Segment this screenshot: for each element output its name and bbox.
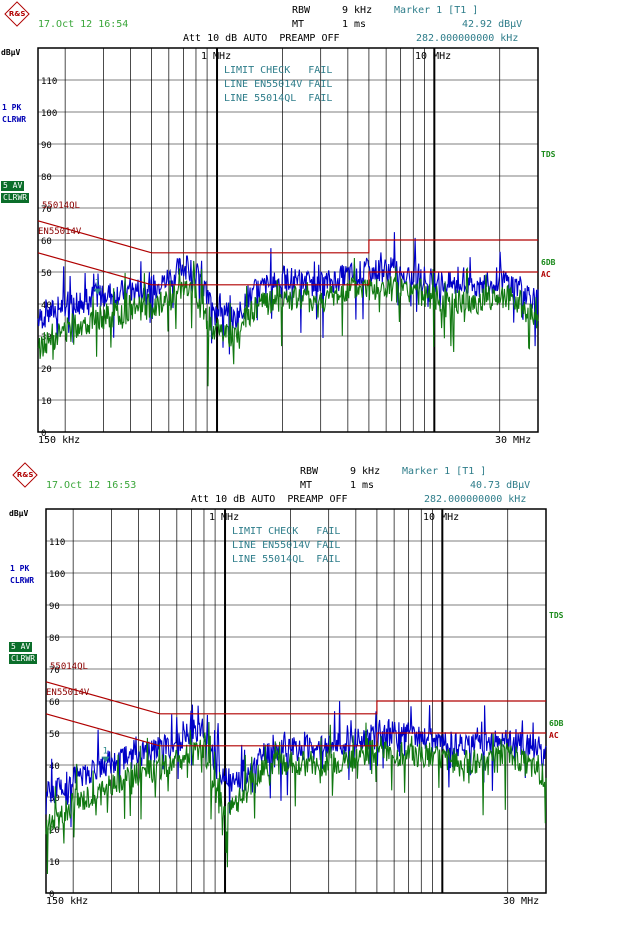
marker-frequency: 282.000000000 kHz <box>416 33 519 44</box>
y-tick-label: 80 <box>41 173 52 183</box>
trace1-mode: CLRWR <box>2 115 27 124</box>
av-limit-line-label: EN55014V <box>46 688 90 698</box>
y-tick-label: 90 <box>49 602 60 612</box>
trace-av <box>37 257 539 387</box>
limit-line-qp <box>45 681 546 715</box>
mt-label: MT <box>292 19 305 30</box>
trace2-mode[interactable]: CLRWR <box>1 193 30 203</box>
rbw-label: RBW <box>292 5 311 16</box>
tick-1mhz: 1 MHz <box>209 512 240 523</box>
y-tick-label: 30 <box>41 333 52 343</box>
trace2-mode[interactable]: CLRWR <box>9 654 38 664</box>
limit-line-av <box>45 713 546 747</box>
6db-label: 6DB <box>549 719 564 728</box>
trace2-label[interactable]: 5 AV <box>1 181 25 191</box>
y-tick-label: 0 <box>41 429 46 439</box>
y-tick-label: 90 <box>41 141 52 151</box>
ac-label: AC <box>541 270 551 279</box>
y-tick-label: 20 <box>49 826 60 836</box>
marker-title: Marker 1 [T1 ] <box>402 466 487 477</box>
limit-line2-status: LINE 55014QL FAIL <box>232 554 341 565</box>
marker-1 <box>93 288 102 295</box>
qp-limit-line-label: 55014QL <box>42 201 80 211</box>
y-tick-label: 40 <box>49 762 60 772</box>
unit-label: dBµV <box>1 48 21 57</box>
tick-10mhz: 10 MHz <box>415 51 452 62</box>
limit-line1-status: LINE EN55014V FAIL <box>224 79 333 90</box>
marker-1-label: 1 <box>103 747 108 757</box>
trace1-label: 1 PK <box>10 564 30 573</box>
freq-stop: 30 MHz <box>503 896 540 907</box>
rohde-schwarz-logo-icon: R&S <box>12 462 38 488</box>
y-tick-label: 110 <box>49 538 65 548</box>
y-tick-label: 60 <box>49 698 60 708</box>
y-tick-label: 80 <box>49 634 60 644</box>
analyzer-panel: R&S 17.Oct 12 16:54 RBW 9 kHz MT 1 ms At… <box>1 1 556 446</box>
y-tick-label: 0 <box>49 890 54 900</box>
rohde-schwarz-logo-icon: R&S <box>4 1 30 27</box>
marker-level: 40.73 dBµV <box>470 480 531 491</box>
mt-value: 1 ms <box>350 480 375 491</box>
attenuation-setting: Att 10 dB AUTO PREAMP OFF <box>191 494 348 505</box>
timestamp: 17.Oct 12 16:54 <box>38 19 129 30</box>
y-tick-label: 70 <box>41 205 52 215</box>
tds-label: TDS <box>549 611 564 620</box>
timestamp: 17.Oct 12 16:53 <box>46 480 137 491</box>
marker-level: 42.92 dBµV <box>462 19 523 30</box>
y-tick-label: 50 <box>49 730 60 740</box>
limit-check-status: LIMIT CHECK FAIL <box>224 65 333 76</box>
av-limit-line-label: EN55014V <box>38 227 82 237</box>
y-tick-label: 10 <box>49 858 60 868</box>
unit-label: dBµV <box>9 509 29 518</box>
qp-limit-line-label: 55014QL <box>50 662 88 672</box>
y-tick-label: 10 <box>41 397 52 407</box>
y-tick-label: 50 <box>41 269 52 279</box>
marker-title: Marker 1 [T1 ] <box>394 5 479 16</box>
limit-line2-status: LINE 55014QL FAIL <box>224 93 333 104</box>
mt-value: 1 ms <box>342 19 367 30</box>
rbw-label: RBW <box>300 466 319 477</box>
freq-start: 150 kHz <box>46 896 89 907</box>
mt-label: MT <box>300 480 313 491</box>
freq-start: 150 kHz <box>38 435 81 446</box>
y-tick-label: 110 <box>41 77 57 87</box>
trace-pk <box>45 701 547 828</box>
trace2-label[interactable]: 5 AV <box>9 642 33 652</box>
freq-stop: 30 MHz <box>495 435 532 446</box>
limit-line-qp <box>37 220 538 254</box>
rbw-value: 9 kHz <box>342 5 373 16</box>
limit-check-status: LIMIT CHECK FAIL <box>232 526 341 537</box>
tds-label: TDS <box>541 150 556 159</box>
y-tick-label: 20 <box>41 365 52 375</box>
marker-1 <box>101 756 110 763</box>
analyzer-panel: R&S 17.Oct 12 16:53 RBW 9 kHz MT 1 ms At… <box>8 461 635 930</box>
6db-label: 6DB <box>541 258 556 267</box>
rbw-value: 9 kHz <box>350 466 381 477</box>
attenuation-setting: Att 10 dB AUTO PREAMP OFF <box>183 33 340 44</box>
y-tick-label: 100 <box>49 570 65 580</box>
tick-1mhz: 1 MHz <box>201 51 232 62</box>
marker-1-label: 1 <box>95 279 100 289</box>
marker-frequency: 282.000000000 kHz <box>424 494 527 505</box>
ac-label: AC <box>549 731 559 740</box>
y-tick-label: 70 <box>49 666 60 676</box>
trace-av <box>45 721 547 875</box>
y-tick-label: 60 <box>41 237 52 247</box>
y-tick-label: 100 <box>41 109 57 119</box>
limit-line-av <box>37 252 538 286</box>
tick-10mhz: 10 MHz <box>423 512 460 523</box>
trace1-mode: CLRWR <box>10 576 35 585</box>
limit-line1-status: LINE EN55014V FAIL <box>232 540 341 551</box>
trace-pk <box>37 232 539 355</box>
trace1-label: 1 PK <box>2 103 22 112</box>
